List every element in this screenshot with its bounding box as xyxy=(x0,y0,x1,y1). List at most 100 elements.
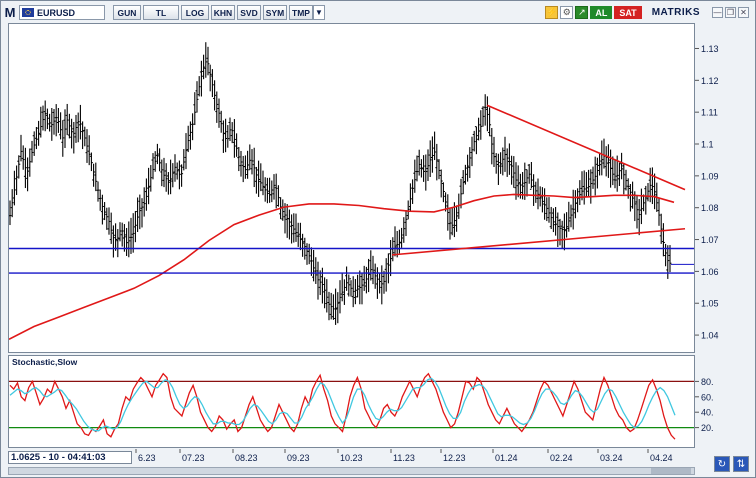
price-bar xyxy=(70,118,74,149)
price-bar xyxy=(166,172,170,195)
price-bar xyxy=(133,210,137,243)
price-bar xyxy=(419,159,423,178)
sell-badge[interactable]: SAT xyxy=(614,6,642,19)
price-bar xyxy=(455,205,459,232)
price-bar xyxy=(127,221,131,258)
scrollbar-thumb[interactable] xyxy=(651,468,691,474)
price-bar xyxy=(391,237,395,262)
horizontal-scrollbar[interactable] xyxy=(8,467,695,475)
price-bar xyxy=(353,279,357,305)
price-bar xyxy=(367,258,371,293)
chevron-down-icon[interactable]: ▼ xyxy=(313,5,325,20)
zoom-icon[interactable]: ⇅ xyxy=(733,456,749,472)
price-bar xyxy=(235,133,239,157)
price-bar xyxy=(232,119,236,158)
trend-line-1 xyxy=(486,104,686,191)
price-bar xyxy=(635,194,639,229)
close-icon[interactable]: ✕ xyxy=(738,7,749,18)
price-bar xyxy=(450,207,454,236)
price-bar xyxy=(428,140,432,178)
price-bar xyxy=(340,273,344,302)
buy-badge[interactable]: AL xyxy=(590,6,613,19)
price-bar xyxy=(323,277,327,309)
price-chart-panel[interactable] xyxy=(8,23,695,353)
price-bar xyxy=(30,140,34,163)
lightning-icon[interactable]: ⚡ xyxy=(545,6,559,19)
price-bar xyxy=(316,261,320,300)
price-bar xyxy=(160,159,164,187)
refresh-icon[interactable]: ↻ xyxy=(714,456,730,472)
y-tick-label: 1.1 xyxy=(701,140,714,150)
price-bar xyxy=(175,162,179,180)
price-bar xyxy=(72,121,76,154)
price-bar xyxy=(369,250,373,281)
toolbar-button-gun[interactable]: GUN xyxy=(113,5,141,20)
price-bar xyxy=(39,106,43,138)
price-bar xyxy=(622,163,626,195)
y-tick-label: 1.07 xyxy=(701,235,719,245)
x-tick-label: 11.23 xyxy=(393,453,415,463)
price-chart xyxy=(8,42,694,341)
price-bar xyxy=(246,150,250,179)
price-bar xyxy=(136,197,140,232)
price-bar xyxy=(230,122,234,144)
price-bar xyxy=(89,152,93,172)
eu-flag-icon xyxy=(22,8,34,17)
price-bar xyxy=(595,157,599,189)
restore-icon[interactable]: ❐ xyxy=(725,7,736,18)
price-bar xyxy=(221,120,225,153)
settings-icon[interactable]: ⚙ xyxy=(560,6,574,19)
price-bar xyxy=(162,157,166,188)
toolbar-button-tmp[interactable]: TMP xyxy=(289,5,313,20)
price-bar xyxy=(96,181,100,202)
price-bar xyxy=(83,126,87,147)
price-bar xyxy=(158,148,162,172)
stochastic-panel[interactable]: Stochastic,Slow xyxy=(8,355,695,448)
price-bar xyxy=(8,200,12,226)
price-bar xyxy=(415,155,419,182)
cursor-readout: 1.0625 - 10 - 04:41:03 xyxy=(8,451,132,464)
price-bar xyxy=(241,155,245,183)
price-bar xyxy=(180,164,184,187)
price-bar xyxy=(589,169,593,204)
toolbar-button-tl[interactable]: TL xyxy=(143,5,179,20)
price-bar xyxy=(263,177,267,202)
price-bar xyxy=(395,231,399,258)
price-bar xyxy=(549,206,553,230)
price-bar xyxy=(606,144,610,178)
symbol-label: EURUSD xyxy=(37,7,76,18)
price-bar xyxy=(573,190,577,219)
toolbar-button-sym[interactable]: SYM xyxy=(263,5,287,20)
price-bar xyxy=(169,159,173,195)
menu-button[interactable]: M xyxy=(4,5,16,20)
price-bar xyxy=(34,127,38,150)
toolbar-button-khn[interactable]: KHN xyxy=(211,5,235,20)
price-bar xyxy=(448,208,452,240)
trend-icon[interactable]: ↗ xyxy=(575,6,589,19)
price-bar xyxy=(81,121,85,150)
y-tick-label: 80. xyxy=(701,377,714,387)
price-bar xyxy=(386,253,390,284)
price-bar xyxy=(345,266,349,291)
symbol-selector[interactable]: EURUSD xyxy=(19,5,105,20)
price-bar xyxy=(21,145,25,170)
stochastic-y-axis: 80. 60. 40. 20. xyxy=(695,355,753,448)
stochastic-k-line xyxy=(9,372,676,440)
minimize-icon[interactable]: — xyxy=(712,7,723,18)
price-bar xyxy=(199,60,203,97)
price-bar xyxy=(562,213,566,251)
price-bar xyxy=(265,177,269,204)
price-bar xyxy=(664,243,668,267)
price-bars xyxy=(8,42,672,325)
price-bar xyxy=(250,149,254,175)
price-bar xyxy=(67,113,71,139)
price-bar xyxy=(413,159,417,193)
trend-line-2 xyxy=(391,227,686,256)
toolbar-button-svd[interactable]: SVD xyxy=(237,5,261,20)
price-bar xyxy=(382,270,386,294)
price-bar xyxy=(441,182,445,203)
toolbar-button-log[interactable]: LOG xyxy=(181,5,209,20)
price-bar xyxy=(349,278,353,297)
price-bar xyxy=(228,117,232,142)
price-bar xyxy=(109,212,113,244)
